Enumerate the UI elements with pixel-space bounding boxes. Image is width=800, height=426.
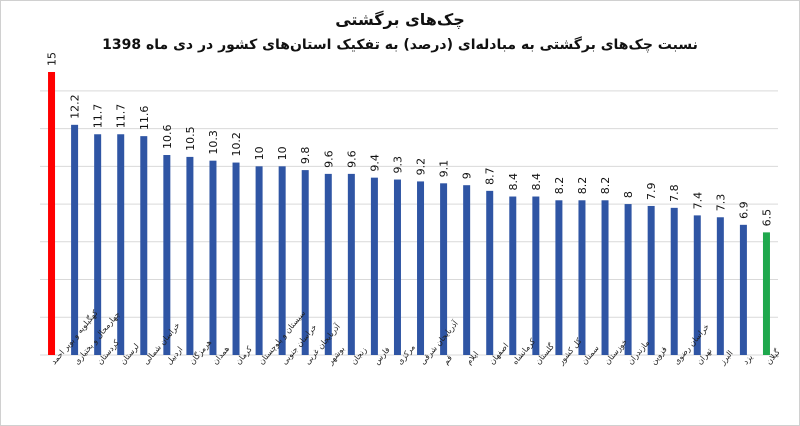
bar — [509, 196, 517, 355]
value-label: 9.6 — [345, 150, 358, 168]
chart-subtitle: نسبت چک‌های برگشتی به مبادله‌ای (درصد) ب… — [102, 37, 698, 53]
value-label: 9.8 — [299, 147, 312, 165]
value-label: 7.3 — [714, 194, 727, 212]
value-label: 12.2 — [69, 94, 82, 119]
bar — [716, 217, 724, 355]
value-label: 7.4 — [691, 192, 704, 210]
bar — [186, 156, 194, 355]
bar — [647, 205, 655, 355]
value-label: 9 — [461, 172, 474, 179]
gridlines — [40, 90, 778, 356]
value-label: 10.6 — [161, 125, 174, 150]
bar — [670, 207, 678, 355]
bar — [440, 183, 448, 355]
value-label: 8.7 — [484, 167, 497, 185]
chart-title: چک‌های برگشتی — [335, 10, 465, 29]
bar — [232, 162, 240, 355]
bar — [209, 160, 217, 355]
value-label: 9.2 — [415, 158, 428, 176]
value-label: 8.2 — [599, 177, 612, 195]
bar — [140, 136, 148, 355]
value-label: 10.3 — [207, 130, 220, 155]
bar — [693, 215, 701, 355]
bar — [48, 72, 56, 355]
value-label: 9.1 — [438, 160, 451, 178]
bar — [255, 166, 263, 355]
value-label: 8.4 — [507, 173, 520, 191]
value-label: 15 — [46, 52, 59, 66]
bar — [71, 124, 79, 356]
value-label: 11.7 — [92, 104, 105, 129]
bar — [463, 185, 471, 355]
bar — [578, 200, 586, 355]
bar — [117, 134, 125, 355]
bar — [324, 173, 332, 355]
value-label: 10.5 — [184, 126, 197, 151]
bar — [532, 196, 540, 355]
value-label: 8.2 — [553, 177, 566, 195]
value-label: 7.8 — [668, 184, 681, 202]
bar — [347, 173, 355, 355]
value-label: 10.2 — [230, 132, 243, 157]
value-label: 11.7 — [115, 104, 128, 129]
bar — [624, 204, 632, 355]
value-label: 7.9 — [645, 182, 658, 200]
value-label: 8.2 — [576, 177, 589, 195]
value-labels: 15 12.2 11.7 11.7 11.6 10.6 10.5 10.3 10.2 10 10 9.… — [46, 52, 774, 226]
value-label: 6.9 — [737, 201, 750, 219]
value-label: 8.4 — [530, 173, 543, 191]
bar — [486, 190, 494, 355]
bar — [393, 179, 401, 355]
value-label: 10 — [276, 146, 289, 160]
bar — [301, 170, 309, 355]
value-label: 6.5 — [760, 209, 773, 227]
bar — [94, 134, 102, 355]
bars — [48, 72, 770, 356]
bar — [278, 166, 286, 355]
bar — [370, 177, 378, 355]
bar — [417, 181, 425, 355]
value-label: 11.6 — [138, 106, 151, 131]
bar — [762, 232, 770, 355]
bar — [555, 200, 563, 355]
bar — [163, 155, 171, 355]
bar — [601, 200, 609, 355]
bar — [739, 224, 747, 355]
value-label: 8 — [622, 191, 635, 198]
value-label: 10 — [253, 146, 266, 160]
value-label: 9.6 — [322, 150, 335, 168]
value-label: 9.3 — [391, 156, 404, 174]
value-label: 9.4 — [368, 154, 381, 172]
